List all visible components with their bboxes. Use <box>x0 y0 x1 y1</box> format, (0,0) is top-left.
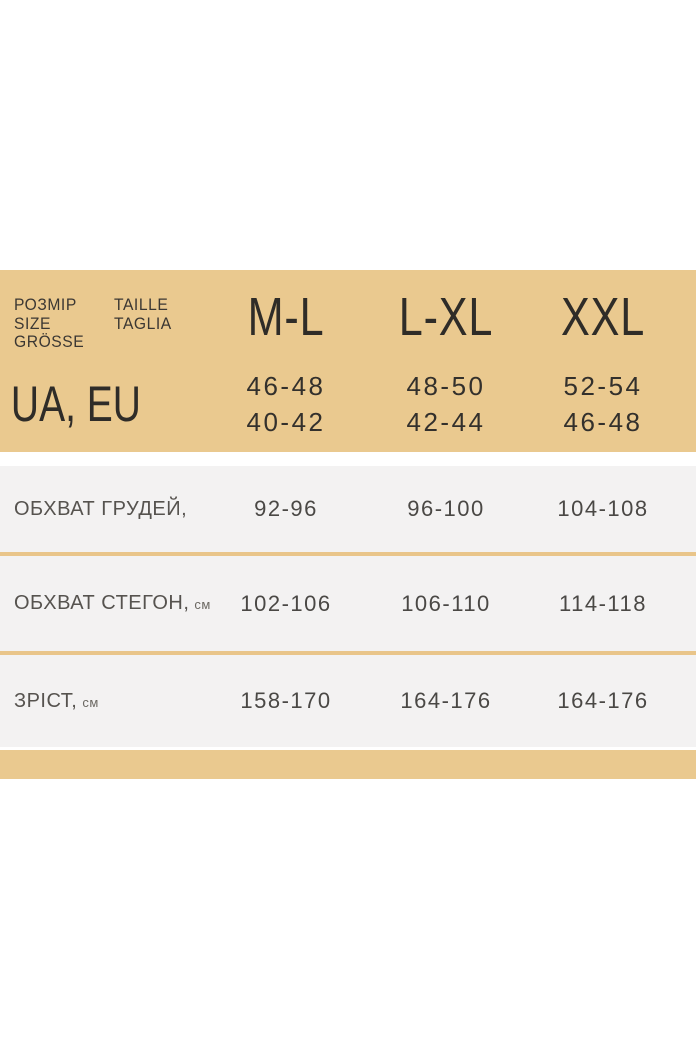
column-header-xxl: XXL <box>560 287 646 347</box>
table-row-height: ЗРІСТ, см 158-170 164-176 164-176 <box>0 655 696 747</box>
cell-value: 158-170 <box>240 688 332 713</box>
table-row-hips: ОБХВАТ СТЕГОН, см 102-106 106-110 114-118 <box>0 556 696 651</box>
cell-value: 164-176 <box>557 688 649 713</box>
column-header-l-xl: L-XL <box>398 287 494 347</box>
ua-size: 46-48 <box>246 370 326 401</box>
row-label-chest: ОБХВАТ ГРУДЕЙ, <box>14 497 188 520</box>
size-word-translations: РОЗМІР SIZE GRÖSSE TAILLE TAGLIA <box>0 286 206 352</box>
cell-value: 104-108 <box>557 496 649 521</box>
cell-value: 102-106 <box>240 590 332 616</box>
sizes-xxl: 52-54 46-48 <box>526 368 680 440</box>
cell-value: 96-100 <box>407 496 485 521</box>
row-label-height: ЗРІСТ, см <box>14 689 99 712</box>
size-word-col-2: TAILLE TAGLIA <box>114 295 173 333</box>
numeric-sizes-row: UA, EU 46-48 40-42 48-50 42-44 52-54 46-… <box>0 368 696 440</box>
ua-size: 52-54 <box>563 370 643 401</box>
size-word-col-1: РОЗМІР SIZE GRÖSSE <box>14 295 85 351</box>
eu-size: 42-44 <box>406 406 486 437</box>
eu-size: 40-42 <box>246 406 326 437</box>
region-label: UA, EU <box>10 375 141 432</box>
row-divider <box>0 651 696 655</box>
row-divider <box>0 552 696 556</box>
size-chart-header: РОЗМІР SIZE GRÖSSE TAILLE TAGLIA M-L L-X… <box>0 270 696 452</box>
row-label-hips: ОБХВАТ СТЕГОН, см <box>14 592 211 614</box>
bottom-accent-band <box>0 750 696 779</box>
sizes-l-xl: 48-50 42-44 <box>366 368 526 440</box>
cell-value: 164-176 <box>400 688 492 713</box>
size-names-row: РОЗМІР SIZE GRÖSSE TAILLE TAGLIA M-L L-X… <box>0 286 696 352</box>
sizes-m-l: 46-48 40-42 <box>206 368 366 440</box>
table-row-chest: ОБХВАТ ГРУДЕЙ, 92-96 96-100 104-108 <box>0 466 696 552</box>
unit-label: см <box>194 597 211 612</box>
unit-label: см <box>82 694 99 710</box>
eu-size: 46-48 <box>563 406 643 437</box>
ua-size: 48-50 <box>406 370 486 401</box>
column-header-m-l: M-L <box>247 287 325 347</box>
cell-value: 92-96 <box>254 496 318 521</box>
cell-value: 114-118 <box>559 590 647 616</box>
cell-value: 106-110 <box>401 590 491 616</box>
